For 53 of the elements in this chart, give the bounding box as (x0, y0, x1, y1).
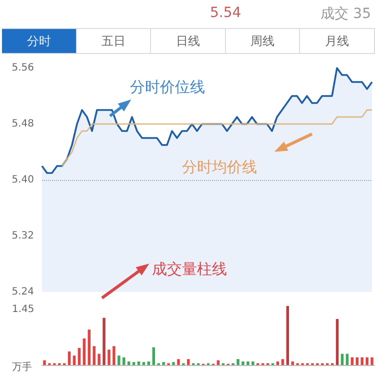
y-tick-label: 5.24 (12, 286, 34, 298)
bar (142, 362, 146, 365)
bar (43, 360, 46, 365)
y-tick-label: 5.32 (12, 230, 34, 242)
text: 日线 (151, 29, 226, 53)
bar (72, 356, 76, 365)
bar (366, 357, 368, 365)
bar (340, 354, 344, 365)
bar (92, 346, 96, 365)
bar (82, 338, 86, 365)
y-tick-label: 5.48 (12, 118, 34, 130)
text: 周线 (226, 29, 300, 53)
chart-title: 5.54 (210, 5, 242, 21)
bar (336, 318, 339, 365)
bar (78, 348, 81, 365)
bar (370, 357, 374, 365)
bar (152, 347, 156, 365)
text: 1.45 (12, 304, 34, 315)
bar (132, 362, 136, 365)
bar (112, 346, 116, 365)
text: 五日 (76, 29, 152, 53)
bar (88, 330, 91, 365)
text: 万手 (12, 361, 32, 373)
bar (177, 359, 180, 365)
bar (360, 357, 364, 365)
annotation: 成交量柱线 (152, 260, 227, 278)
bar (252, 361, 254, 365)
annotation: 分时均价线 (182, 158, 257, 176)
bar (137, 361, 140, 365)
annotation: 分时价位线 (130, 78, 205, 96)
chart-subtitle: 成交 35 (320, 5, 371, 23)
bar (286, 306, 290, 365)
bar (291, 361, 294, 365)
bar (102, 318, 106, 365)
bar (162, 362, 165, 365)
bar (172, 362, 175, 365)
text: 分时 (2, 29, 77, 53)
bar (187, 359, 190, 365)
bar (346, 354, 349, 365)
bar (118, 356, 120, 365)
y-tick-label: 5.40 (12, 174, 34, 186)
bar (127, 361, 130, 365)
bar (108, 350, 110, 365)
bar (98, 354, 100, 365)
bar (276, 361, 280, 365)
bar (147, 361, 150, 365)
bar (68, 351, 71, 365)
text: 月线 (300, 29, 375, 53)
bar (246, 361, 250, 365)
bar (242, 361, 244, 365)
y-tick-label: 5.56 (12, 62, 34, 74)
bar (236, 359, 240, 365)
bar (281, 359, 284, 365)
